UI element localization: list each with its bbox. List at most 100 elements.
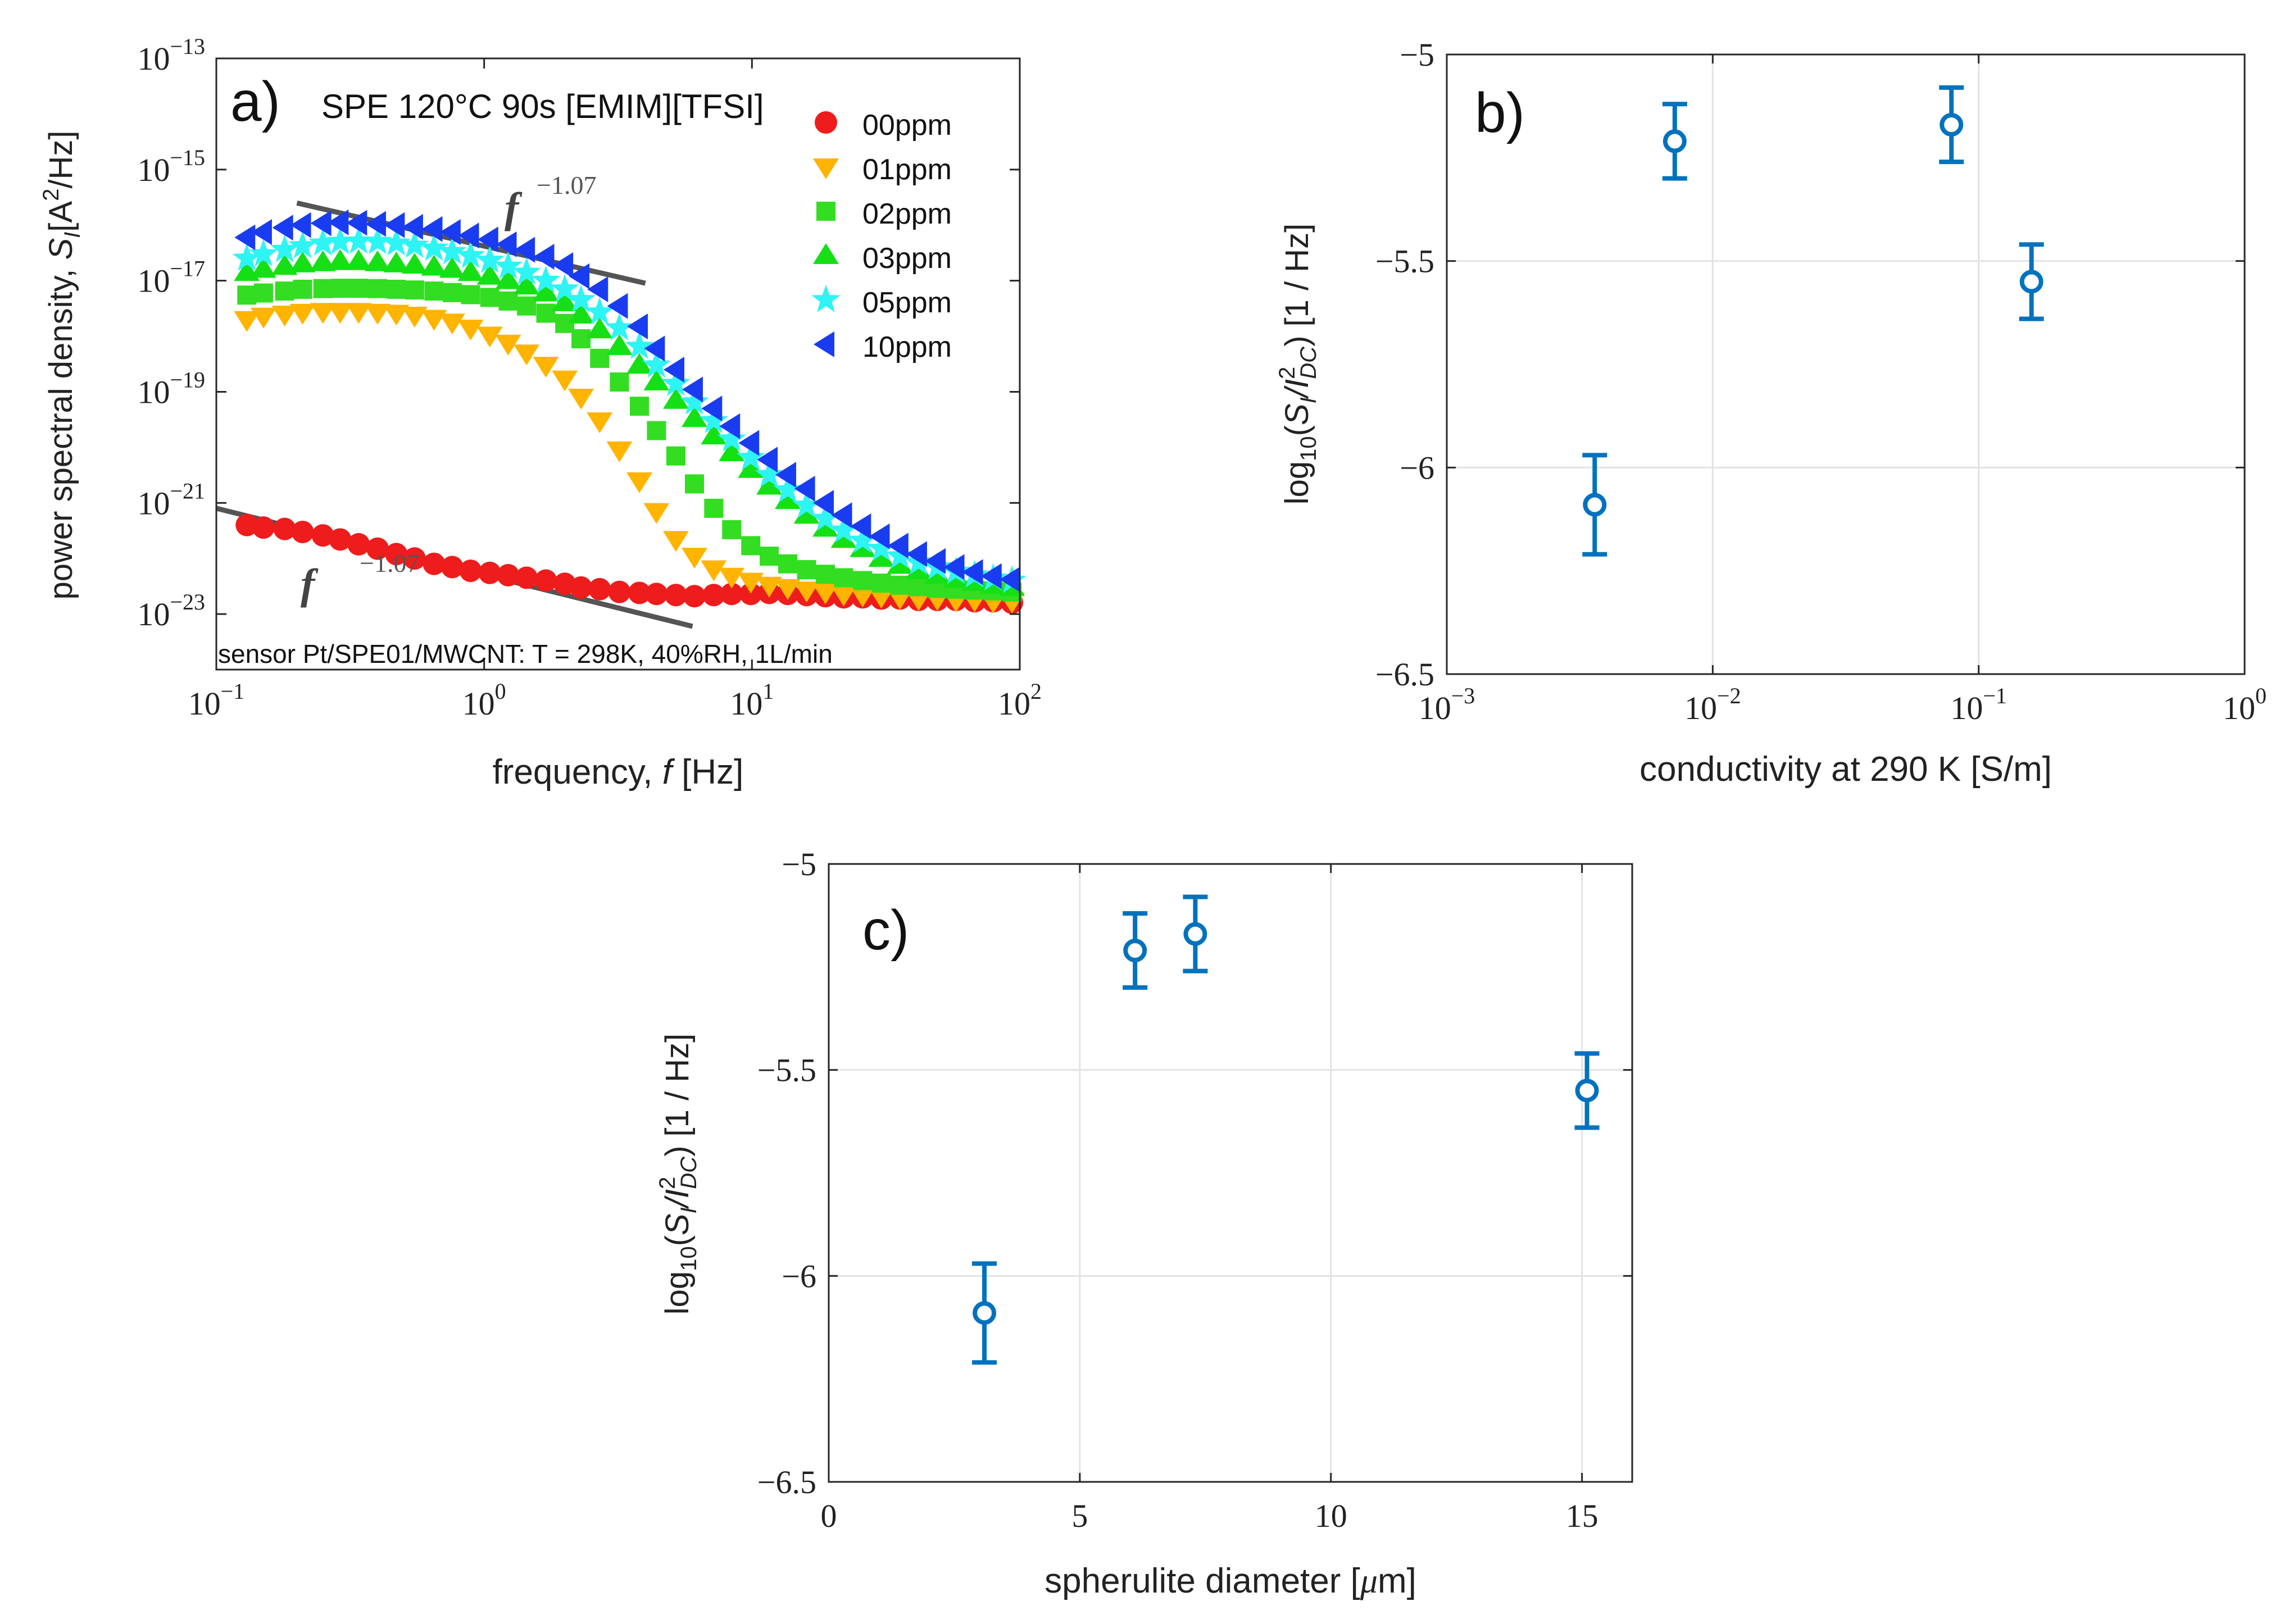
data-point-05ppm	[717, 424, 746, 452]
data-point-02ppm	[367, 279, 387, 298]
y-tick-label: −5.5	[757, 1052, 816, 1089]
data-point-10ppm	[925, 548, 946, 574]
data-point-10ppm	[906, 541, 927, 567]
data-point-03ppm	[476, 263, 503, 285]
data-point-03ppm	[457, 260, 484, 281]
panel-c-xlabel: spherulite diameter [μm]	[1044, 1562, 1416, 1600]
y-tick-label: −6	[1400, 449, 1434, 486]
svg-text:power spectral density, SI[A2/: power spectral density, SI[A2/Hz]	[39, 131, 85, 600]
marker-circle	[973, 1301, 997, 1325]
data-point-05ppm	[382, 228, 411, 256]
data-point-00ppm	[459, 559, 482, 583]
data-point-05ppm	[363, 226, 392, 254]
data-point-05ppm	[512, 257, 541, 285]
data-point-05ppm	[829, 515, 859, 543]
data-point-02ppm	[480, 288, 499, 307]
fit-label-lower-exponent: −1.07	[360, 549, 419, 577]
data-point	[1574, 1051, 1600, 1130]
data-point-01ppm	[662, 531, 689, 552]
data-point-02ppm	[871, 574, 891, 593]
data-point-03ppm	[401, 253, 428, 274]
data-point-10ppm	[421, 216, 443, 242]
data-point-01ppm	[457, 320, 484, 341]
x-tick-label: 101	[730, 679, 774, 722]
data-point-01ppm	[568, 389, 594, 410]
data-point-00ppm	[423, 552, 446, 575]
legend-marker-03ppm	[813, 243, 839, 264]
data-point-05ppm	[625, 331, 654, 359]
panel-b-ylabel: log10(SI/I2DC) [1 / Hz]	[1275, 224, 1321, 504]
data-point-02ppm	[536, 303, 556, 323]
data-point-02ppm	[405, 280, 424, 300]
data-point-02ppm	[293, 279, 312, 299]
data-point-03ppm	[495, 268, 521, 289]
data-point-03ppm	[587, 317, 613, 339]
data-point-03ppm	[830, 527, 857, 548]
legend-marker-00ppm	[815, 111, 837, 134]
data-point-02ppm	[498, 291, 518, 311]
data-point-00ppm	[739, 583, 762, 606]
panel-a-legend: 00ppm 01ppm 02ppm 03ppm 05ppm 10ppm	[811, 109, 952, 363]
marker-circle	[1123, 939, 1147, 962]
data-point-10ppm	[514, 236, 535, 263]
x-tick-label: 10−2	[1684, 683, 1741, 726]
legend-label-01ppm: 01ppm	[862, 153, 952, 186]
data-point-05ppm	[232, 243, 261, 271]
data-point-02ppm	[387, 279, 406, 299]
fit-label-upper-exponent: −1.07	[537, 171, 596, 199]
data-point-00ppm	[478, 561, 501, 584]
data-point-02ppm	[330, 279, 350, 298]
data-point-10ppm	[943, 554, 965, 580]
data-point-03ppm	[887, 553, 913, 574]
data-point-00ppm	[608, 580, 631, 603]
data-point-01ppm	[868, 588, 894, 609]
legend-marker-02ppm	[816, 202, 835, 221]
data-point-00ppm	[497, 563, 520, 586]
data-point-03ppm	[421, 254, 447, 276]
data-point-02ppm	[571, 329, 591, 349]
panel-a-ticks: 10−1 100 101 102 10−23 10−21 10−19 10−17 10−15 10…	[137, 34, 1042, 722]
y-tick-label: 10−17	[137, 256, 205, 299]
data-point-03ppm	[738, 457, 764, 478]
data-point-05ppm	[475, 245, 505, 273]
data-point-02ppm	[237, 285, 257, 305]
data-point-00ppm	[273, 517, 296, 540]
data-point-05ppm	[848, 525, 878, 553]
panel-c-ylabel: log10(SI/I2DC) [1 / Hz]	[655, 1034, 701, 1314]
data-point-01ppm	[812, 583, 839, 604]
data-point-10ppm	[402, 213, 423, 240]
y-tick-label: −5	[1400, 37, 1434, 73]
data-point-00ppm	[252, 516, 275, 539]
panel-a-ylabel: power spectral density, SI[A2/Hz]	[39, 131, 85, 600]
data-point-00ppm	[683, 585, 706, 608]
data-point-01ppm	[552, 370, 578, 392]
data-point-10ppm	[757, 447, 778, 473]
data-point-03ppm	[552, 290, 578, 311]
data-point-00ppm	[664, 584, 687, 607]
series-05ppm	[232, 226, 1027, 593]
panel-b: 10−3 10−2 10−1 100 −5 −5.5 −6 −6.5 b) conductiv…	[1275, 37, 2267, 789]
series-03ppm	[234, 249, 1025, 596]
data-point-02ppm	[722, 520, 742, 539]
panel-a-fit-labels: f −1.07 f −1.07	[301, 171, 596, 608]
data-point-05ppm	[308, 228, 338, 256]
panel-c-ticks: 0 5 10 15 −5 −5.5 −6 −6.5	[757, 846, 1632, 1534]
y-tick-label: −6	[782, 1258, 816, 1294]
data-point-01ppm	[364, 303, 390, 325]
data-point-05ppm	[866, 533, 896, 561]
data-point-05ppm	[493, 251, 523, 279]
data-point-03ppm	[568, 302, 594, 324]
data-point-10ppm	[869, 523, 890, 549]
data-point-01ppm	[289, 303, 316, 325]
marker-circle	[1183, 922, 1207, 946]
data-point-10ppm	[831, 502, 852, 529]
x-tick-label: 10−1	[188, 679, 245, 722]
panel-a-axes-box	[215, 57, 1021, 671]
data-point-01ppm	[401, 306, 428, 327]
data-point-00ppm	[235, 513, 258, 536]
data-point-10ppm	[346, 210, 367, 236]
data-point-03ppm	[643, 370, 670, 391]
data-point-10ppm	[496, 231, 517, 258]
marker-circle	[1575, 1079, 1599, 1103]
data-point-00ppm	[628, 581, 651, 604]
